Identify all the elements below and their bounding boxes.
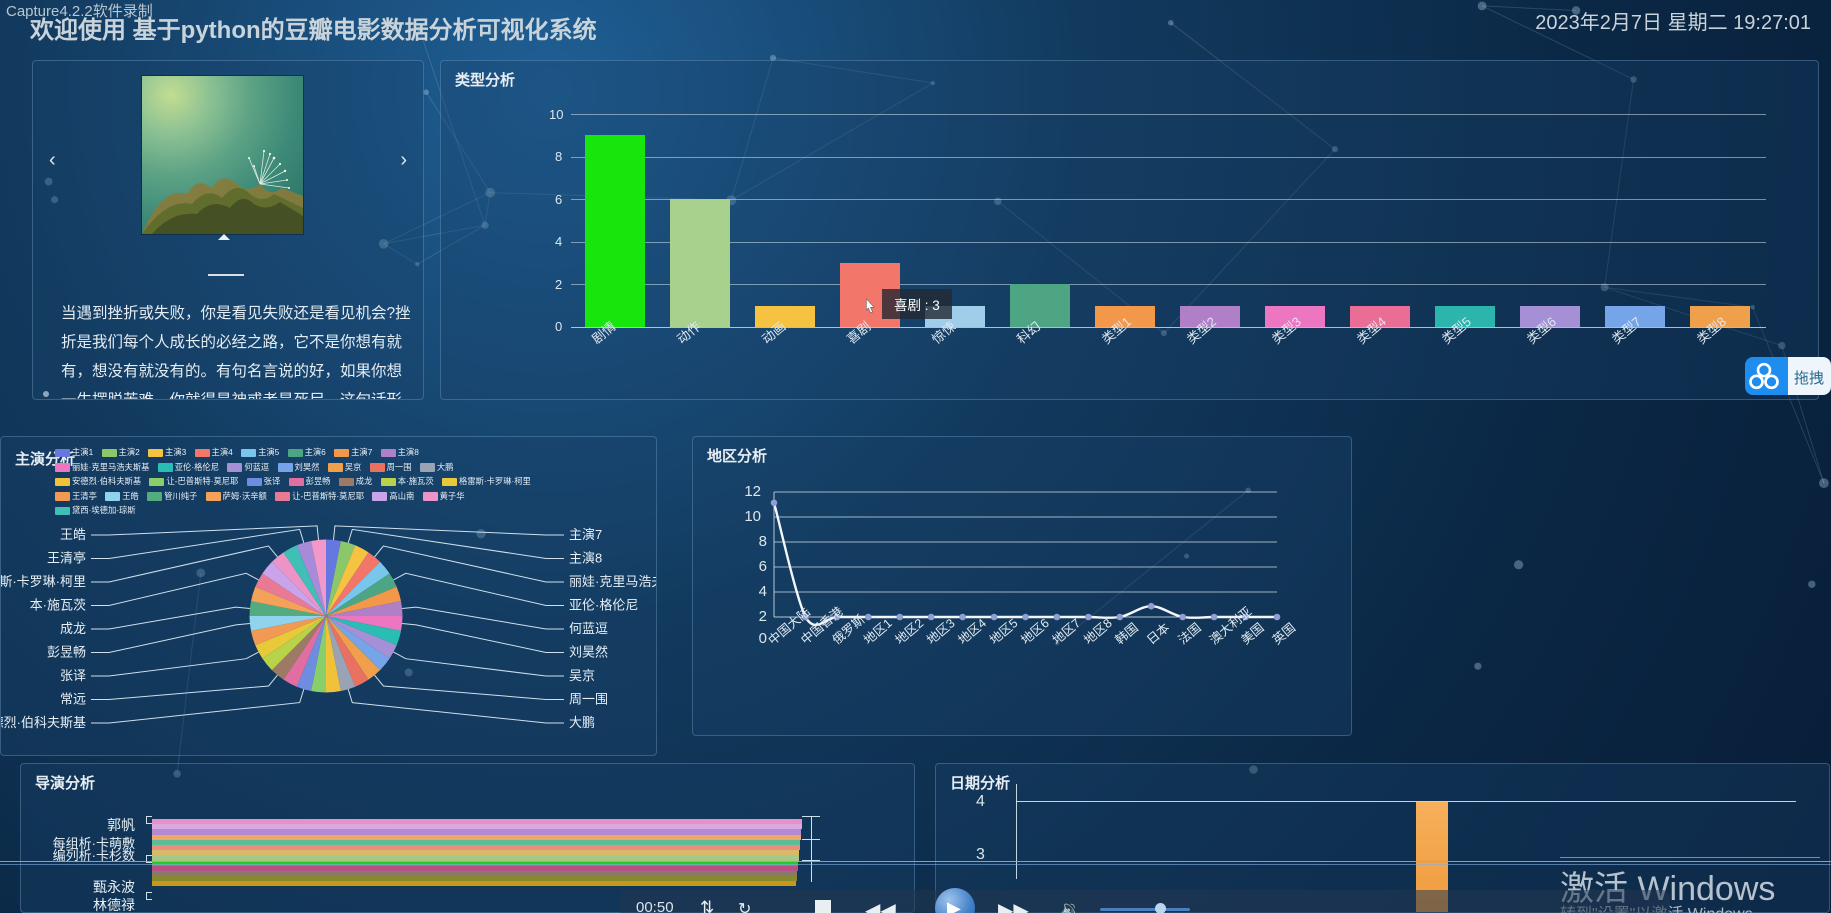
svg-text:地区6: 地区6: [1018, 616, 1052, 647]
svg-text:彭昱畅: 彭昱畅: [47, 645, 86, 660]
svg-text:地区3: 地区3: [924, 616, 958, 647]
svg-text:6: 6: [759, 558, 767, 575]
svg-text:王清亭: 王清亭: [47, 551, 86, 566]
svg-text:10: 10: [744, 508, 761, 525]
svg-text:常远: 常远: [60, 692, 86, 707]
svg-text:周一围: 周一围: [569, 692, 608, 707]
svg-text:法国: 法国: [1176, 620, 1204, 647]
svg-text:地区4: 地区4: [956, 616, 990, 647]
svg-text:本·施瓦茨: 本·施瓦茨: [30, 598, 86, 613]
svg-text:4: 4: [759, 583, 767, 600]
svg-text:大鹏: 大鹏: [569, 715, 595, 730]
svg-text:刘昊然: 刘昊然: [569, 645, 608, 660]
svg-text:成龙: 成龙: [60, 621, 86, 636]
svg-text:张译: 张译: [60, 668, 86, 683]
svg-text:地区8: 地区8: [1081, 616, 1115, 647]
svg-text:韩国: 韩国: [1112, 620, 1141, 648]
svg-text:8: 8: [759, 533, 767, 550]
svg-text:何蓝逗: 何蓝逗: [569, 621, 608, 636]
svg-text:主演8: 主演8: [569, 551, 602, 566]
svg-text:主演7: 主演7: [569, 527, 602, 542]
svg-text:地区1: 地区1: [861, 616, 895, 647]
svg-text:2: 2: [759, 608, 767, 625]
svg-text:12: 12: [744, 483, 761, 500]
svg-text:地区7: 地区7: [1050, 616, 1084, 647]
svg-text:吴京: 吴京: [569, 668, 595, 683]
svg-text:亚伦·格伦尼: 亚伦·格伦尼: [569, 598, 638, 613]
svg-text:英国: 英国: [1270, 620, 1298, 647]
svg-text:地区2: 地区2: [893, 616, 927, 647]
svg-text:丽娃·克里马浩夫斯基: 丽娃·克里马浩夫斯基: [569, 574, 657, 589]
svg-text:王皓: 王皓: [60, 527, 86, 542]
svg-text:日本: 日本: [1144, 620, 1173, 647]
svg-text:地区5: 地区5: [987, 616, 1021, 647]
svg-text:安德烈·伯科夫斯基: 安德烈·伯科夫斯基: [1, 715, 86, 730]
svg-text:格雷斯·卡罗琳·柯里: 格雷斯·卡罗琳·柯里: [1, 574, 86, 589]
